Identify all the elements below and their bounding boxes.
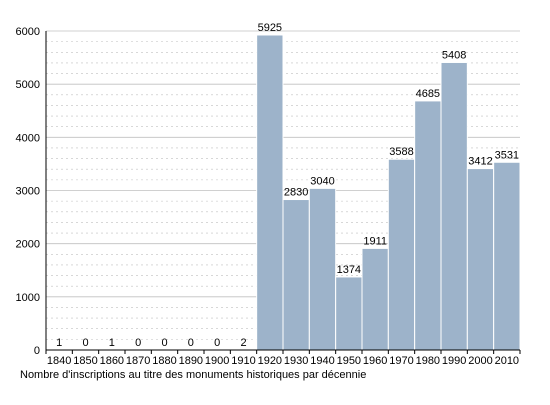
x-tick-label: 2010 — [495, 355, 519, 367]
x-tick-label: 1860 — [100, 355, 124, 367]
y-tick-label: 3000 — [16, 186, 40, 198]
x-tick-label: 1840 — [47, 355, 71, 367]
bar — [257, 35, 283, 350]
data-label: 2 — [240, 337, 246, 349]
data-label: 0 — [188, 337, 194, 349]
data-label: 1 — [109, 337, 115, 349]
data-label: 5408 — [442, 49, 466, 61]
data-label: 0 — [214, 337, 220, 349]
x-tick-label: 1900 — [205, 355, 229, 367]
x-tick-label: 1940 — [310, 355, 334, 367]
y-tick-label: 0 — [34, 345, 40, 357]
bar — [309, 188, 335, 350]
bar — [415, 101, 441, 350]
data-label: 0 — [161, 337, 167, 349]
x-tick-label: 1990 — [442, 355, 466, 367]
x-tick-label: 1980 — [416, 355, 440, 367]
x-tick-label: 1910 — [231, 355, 255, 367]
data-label: 0 — [82, 337, 88, 349]
bar — [388, 159, 414, 350]
x-tick-label: 1920 — [258, 355, 282, 367]
bar — [467, 169, 493, 350]
data-label: 0 — [135, 337, 141, 349]
bar — [336, 277, 362, 350]
y-tick-label: 4000 — [16, 132, 40, 144]
x-tick-label: 1960 — [363, 355, 387, 367]
x-axis-caption: Nombre d'inscriptions au titre des monum… — [20, 369, 366, 381]
x-tick-label: 2000 — [468, 355, 492, 367]
x-tick-label: 1880 — [152, 355, 176, 367]
y-tick-label: 1000 — [16, 292, 40, 304]
x-tick-label: 1930 — [284, 355, 308, 367]
bar — [362, 248, 388, 350]
data-label: 3531 — [495, 149, 519, 161]
bar — [494, 162, 520, 350]
y-tick-label: 5000 — [16, 79, 40, 91]
data-label: 3412 — [468, 156, 492, 168]
y-tick-label: 2000 — [16, 239, 40, 251]
data-label: 4685 — [416, 88, 440, 100]
x-tick-label: 1970 — [389, 355, 413, 367]
x-tick-label: 1850 — [73, 355, 97, 367]
data-label: 1 — [56, 337, 62, 349]
data-label: 1374 — [337, 264, 361, 276]
x-tick-label: 1870 — [126, 355, 150, 367]
data-label: 5925 — [258, 22, 282, 34]
x-tick-label: 1950 — [337, 355, 361, 367]
data-label: 3588 — [389, 146, 413, 158]
x-tick-label: 1890 — [179, 355, 203, 367]
bar — [441, 62, 467, 350]
data-label: 2830 — [284, 187, 308, 199]
bar — [283, 200, 309, 350]
data-label: 3040 — [310, 175, 334, 187]
data-label: 1911 — [363, 235, 387, 247]
y-tick-label: 6000 — [16, 26, 40, 38]
